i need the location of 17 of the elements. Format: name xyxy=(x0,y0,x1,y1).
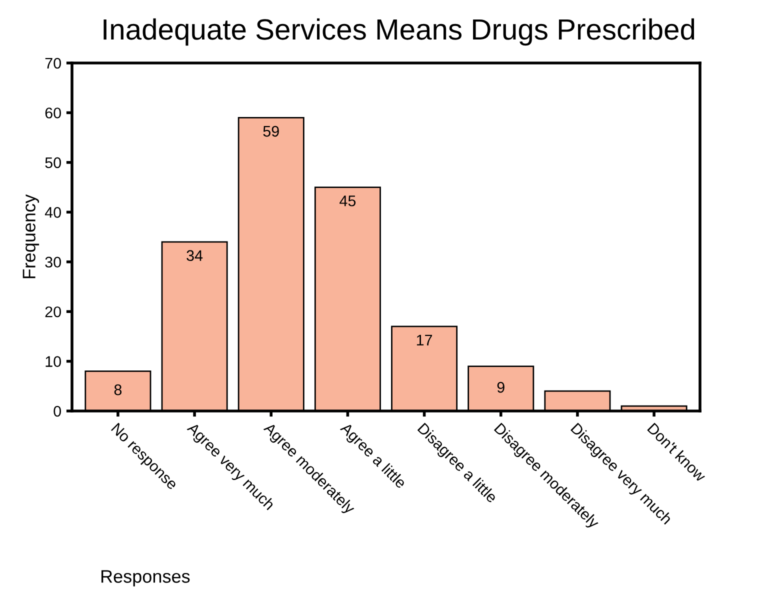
x-axis-title: Responses xyxy=(101,570,190,586)
y-tick-label: 30 xyxy=(45,256,61,268)
y-tick-label: 0 xyxy=(54,406,61,417)
y-tick-label: 40 xyxy=(44,207,61,218)
y-tick-label: 10 xyxy=(46,356,61,367)
y-tick-label: 20 xyxy=(45,306,61,318)
data-label: 8 xyxy=(114,384,122,396)
y-axis-title: Frequency xyxy=(22,194,40,278)
data-label: 34 xyxy=(186,250,203,261)
y-tick-label: 50 xyxy=(45,157,61,168)
data-label: 45 xyxy=(340,196,356,206)
data-label: 59 xyxy=(263,126,279,137)
data-label: 17 xyxy=(416,334,432,346)
data-label: 9 xyxy=(497,382,504,393)
y-tick-label: 70 xyxy=(45,58,61,69)
chart-title: Inadequate Services Means Drugs Prescribed xyxy=(104,18,694,46)
y-tick-label: 60 xyxy=(45,108,61,118)
